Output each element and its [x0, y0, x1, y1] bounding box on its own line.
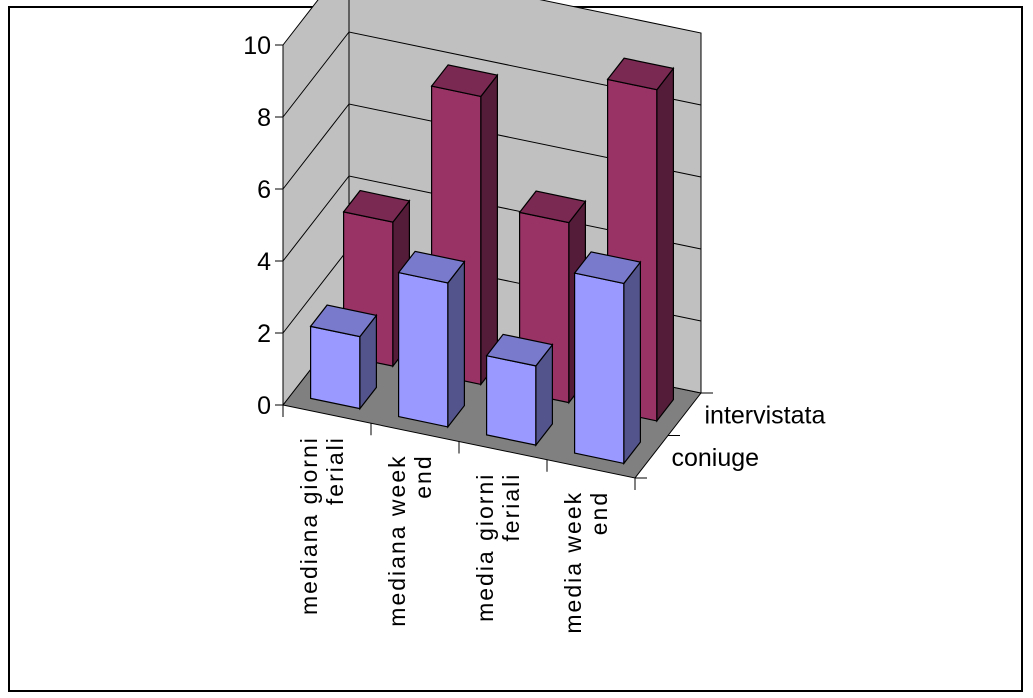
bar-top-face [309, 304, 378, 338]
category-label: mediana weekend [384, 454, 436, 626]
bar-top-face [430, 64, 499, 98]
bar-top-face [485, 333, 554, 367]
y-tick-label: 2 [257, 320, 271, 348]
bar [485, 333, 554, 447]
chart-bars [309, 57, 675, 466]
category-label-line: feriali [322, 436, 348, 505]
bar-top-face [518, 190, 587, 224]
y-tick-label: 6 [257, 176, 271, 204]
category-label-line: end [410, 454, 436, 498]
gridline [282, 103, 702, 190]
bar-side-face [480, 73, 498, 387]
bar-front-face [573, 272, 625, 465]
category-label-line: feriali [498, 473, 524, 542]
series-label: coniuge [672, 444, 760, 472]
bar-top-face [606, 57, 675, 91]
category-label: media weekend [560, 491, 612, 634]
category-label: media giorniferiali [472, 473, 524, 622]
series-label: intervistata [705, 401, 826, 429]
bar-front-face [486, 354, 537, 446]
bar-side-face [447, 259, 465, 429]
bar [573, 251, 642, 466]
bar-top-face [397, 250, 466, 284]
bar-top-face [342, 189, 411, 223]
y-tick-label: 8 [257, 104, 271, 132]
y-tick-label: 4 [257, 248, 271, 276]
category-label-line: media week [560, 491, 586, 634]
category-label-line: mediana giorni [296, 436, 322, 615]
category-label-line: end [586, 491, 612, 535]
bar [397, 250, 466, 429]
y-tick-label: 10 [243, 32, 271, 60]
bar-front-face [310, 325, 361, 410]
bar-front-face [398, 271, 449, 428]
category-label-line: media giorni [472, 473, 498, 622]
category-label: mediana giorniferiali [296, 436, 348, 615]
gridline [282, 31, 702, 118]
bar-side-face [623, 260, 642, 466]
y-tick-label: 0 [257, 392, 271, 420]
bar [309, 304, 378, 411]
bar-top-face [573, 251, 642, 285]
bar-side-face [656, 66, 675, 423]
category-label-line: mediana week [384, 454, 410, 626]
